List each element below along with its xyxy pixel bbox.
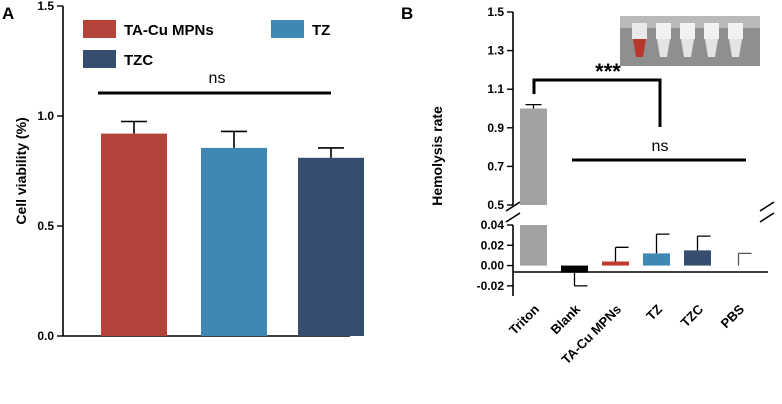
panel-a-ytick-label: 1.0 — [37, 109, 54, 123]
xtick-label-blank: Blank — [547, 301, 583, 337]
axis-break-mark — [505, 201, 521, 212]
legend-label-ta-cu-mpns: TA-Cu MPNs — [124, 22, 214, 39]
panel-a-label: A — [2, 4, 14, 23]
bar-tz — [643, 253, 670, 266]
bar-tzc — [298, 157, 364, 336]
panel-b-lower-y-ticks: -0.02 0.00 0.02 0.04 — [477, 218, 513, 293]
panel-a-bars — [101, 133, 364, 336]
error-bar-pbs — [737, 252, 752, 266]
panel-b-y-axis-label: Hemolysis rate — [429, 106, 445, 206]
panel-b-ytick-label: 0.9 — [487, 121, 504, 135]
panel-b-ytick-label: 0.04 — [481, 218, 505, 232]
tube-triton — [632, 23, 647, 57]
legend-label-tz: TZ — [312, 22, 330, 39]
bar-tz — [201, 147, 267, 336]
legend-swatch-tzc — [83, 50, 116, 68]
legend-label-tzc: TZC — [124, 52, 153, 69]
panel-a-y-ticks: 0.0 0.5 1.0 1.5 — [37, 0, 63, 343]
error-bar-tz — [655, 233, 670, 254]
tube-5 — [728, 23, 743, 57]
xtick-label-pbs: PBS — [718, 301, 748, 331]
panel-a-significance-label: ns — [209, 70, 226, 87]
bar-blank — [561, 265, 588, 273]
panel-b-label: B — [401, 4, 413, 23]
panel-a: A 0.0 0.5 1.0 1.5 Cell viability (%) TA — [2, 0, 364, 343]
triton-tz-significance-bracket — [532, 78, 662, 127]
axis-break-mark — [759, 201, 775, 212]
panel-a-ytick-label: 1.5 — [37, 0, 54, 13]
error-bar-tzc — [318, 147, 344, 158]
xtick-label-tz: TZ — [643, 301, 665, 323]
legend-swatch-ta-cu-mpns — [83, 20, 116, 38]
panel-a-legend: TA-Cu MPNs TZ TZC — [83, 20, 330, 69]
panel-a-y-axis-label: Cell viability (%) — [13, 117, 29, 224]
panel-a-error-bars — [121, 120, 344, 158]
panel-b-ytick-label: 1.3 — [487, 44, 504, 58]
panel-b-ytick-label: 0.5 — [487, 198, 504, 212]
tube-3 — [680, 23, 695, 57]
panel-b-x-tick-labels: Triton Blank TA-Cu MPNs TZ TZC PBS — [506, 301, 747, 367]
photo-highlight — [620, 16, 760, 28]
triton-tz-significance-label: *** — [595, 59, 621, 84]
panel-b-ytick-label: 0.7 — [487, 159, 504, 173]
bar-tzc — [684, 250, 711, 266]
panel-b-ytick-label: 0.00 — [481, 259, 505, 273]
panel-a-ytick-label: 0.5 — [37, 219, 54, 233]
panel-b-ytick-label: 1.5 — [487, 5, 504, 19]
bar-triton — [520, 108, 547, 205]
panel-a-ytick-label: 0.0 — [37, 329, 54, 343]
panel-b-ytick-label: 0.02 — [481, 238, 505, 252]
xtick-label-tzc: TZC — [678, 301, 707, 330]
error-bar-blank — [573, 272, 588, 287]
legend-swatch-tz — [271, 20, 304, 38]
panel-b-upper-y-ticks: 0.5 0.7 0.9 1.1 1.3 1.5 — [487, 5, 513, 212]
panel-b-bars — [520, 108, 711, 273]
axis-break-mark — [505, 212, 521, 223]
xtick-label-triton: Triton — [506, 301, 542, 337]
error-bar-triton — [525, 103, 542, 109]
bar-triton-lower-segment — [520, 225, 547, 266]
bar-ta-cu-mpns — [602, 261, 629, 266]
error-bar-tz — [221, 130, 247, 148]
hemolysis-tube-photo — [620, 16, 760, 66]
bar-ta-cu-mpns — [101, 133, 167, 336]
error-bar-tzc — [696, 235, 711, 251]
panel-b-error-bars — [525, 103, 752, 287]
panel-b: B 0.5 0.7 0.9 1.1 1.3 1.5 -0.02 — [401, 4, 775, 367]
panel-b-ytick-label: -0.02 — [477, 279, 505, 293]
axis-break-mark — [759, 212, 775, 223]
tube-4 — [704, 23, 719, 57]
error-bar-ta-cu-mpns — [614, 246, 629, 262]
panel-b-ytick-label: 1.1 — [487, 82, 504, 96]
group-significance-label: ns — [652, 138, 669, 155]
error-bar-ta-cu-mpns — [121, 120, 147, 134]
tube-2 — [656, 23, 671, 57]
